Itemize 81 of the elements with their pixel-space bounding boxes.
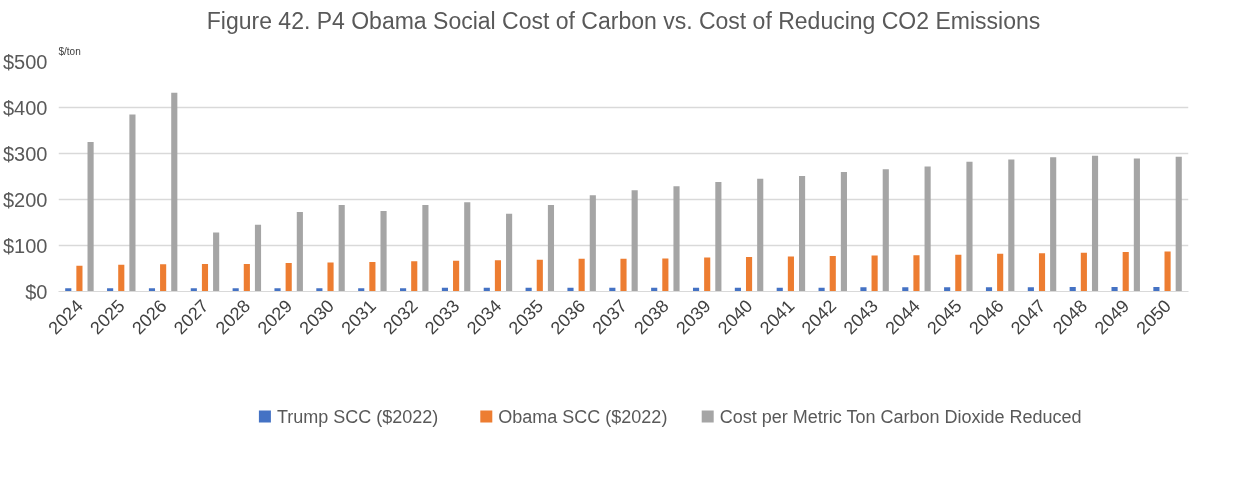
bar: [129, 114, 136, 292]
bar: [589, 195, 596, 292]
bar: [494, 260, 502, 292]
bar: [1133, 158, 1140, 292]
bar: [213, 232, 220, 292]
bar: [715, 182, 722, 292]
bar: [87, 142, 94, 292]
bar: [745, 257, 753, 292]
bar: [860, 287, 867, 292]
bar: [1008, 159, 1015, 292]
bar: [285, 262, 292, 292]
bar: [1164, 251, 1171, 292]
bar: [400, 288, 407, 292]
bar: [1111, 286, 1118, 292]
bar: [799, 176, 806, 292]
bar: [338, 205, 345, 292]
legend-label: Obama SCC ($2022): [498, 406, 668, 427]
bar: [118, 264, 125, 292]
y-tick-label: $300: [3, 142, 48, 165]
bar: [1050, 157, 1057, 292]
bar: [411, 261, 418, 292]
bar: [464, 202, 471, 292]
bar: [944, 287, 951, 292]
bar: [662, 258, 669, 292]
y-tick-label: $100: [3, 234, 48, 257]
bar: [578, 258, 585, 292]
bar: [243, 263, 250, 292]
bar: [567, 287, 574, 292]
bar: [829, 256, 836, 292]
y-tick-label: $200: [3, 188, 48, 211]
bar: [620, 258, 627, 292]
bar: [369, 262, 376, 292]
bar: [76, 265, 83, 292]
bar: [201, 263, 209, 292]
bar: [148, 288, 156, 292]
bar: [296, 211, 303, 292]
y-tick-label: $0: [25, 280, 48, 303]
bar: [787, 256, 794, 292]
bar: [232, 288, 239, 292]
bar: [453, 260, 460, 292]
bar: [704, 257, 711, 292]
legend-label: Cost per Metric Ton Carbon Dioxide Reduced: [719, 406, 1082, 427]
bar: [327, 262, 334, 292]
bar: [547, 205, 555, 292]
bar: [65, 288, 72, 292]
bar: [673, 186, 680, 292]
bar: [913, 255, 920, 292]
bar: [1080, 252, 1087, 292]
bar: [882, 169, 889, 292]
bar: [1175, 156, 1182, 292]
bar: [536, 259, 543, 292]
bar: [254, 224, 262, 292]
bar: [1038, 253, 1046, 292]
bar: [924, 166, 931, 292]
bar: [1091, 155, 1099, 292]
bar: [997, 253, 1004, 292]
bar: [274, 288, 281, 292]
legend-label: Trump SCC ($2022): [276, 406, 439, 427]
bar: [840, 171, 847, 292]
bar: [380, 211, 387, 292]
bar: [190, 288, 197, 292]
y-axis-title: $/ton: [58, 45, 81, 57]
bar: [506, 213, 513, 292]
bar: [358, 288, 365, 292]
bar: [871, 255, 878, 292]
bar: [107, 288, 114, 292]
bar: [902, 287, 909, 292]
bar: [1122, 251, 1129, 292]
bar: [631, 190, 638, 292]
bar: [757, 178, 764, 292]
bar: [160, 264, 167, 292]
y-tick-label: $500: [3, 50, 48, 73]
bar: [316, 288, 323, 292]
chart-title: Figure 42. P4 Obama Social Cost of Carbon vs. Cost of Reducing CO2 Emissions: [206, 7, 1041, 34]
bar: [422, 205, 429, 292]
bar: [966, 161, 973, 292]
bar: [171, 92, 178, 292]
bar: [1027, 287, 1034, 292]
bar: [985, 287, 993, 292]
y-tick-label: $400: [3, 96, 48, 119]
bar: [955, 254, 962, 292]
